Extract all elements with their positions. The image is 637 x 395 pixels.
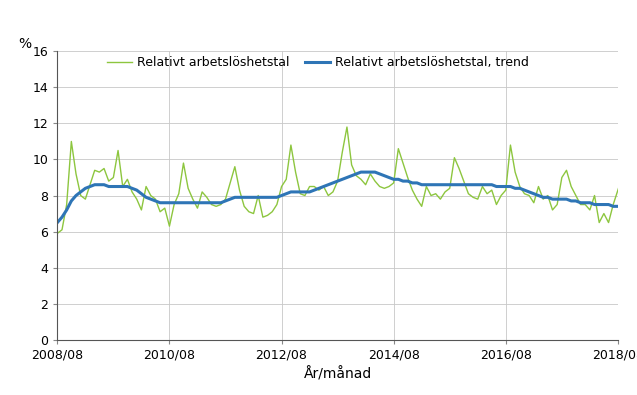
Relativt arbetslöshetstal [628,208,636,213]
X-axis label: År/månad: År/månad [303,367,372,382]
Relativt arbetslöshetstal, trend [628,204,636,209]
Relativt arbetslöshetstal, trend [306,190,313,194]
Relativt arbetslöshetstal, trend [91,182,99,187]
Relativt arbetslöshetstal, trend [390,177,397,182]
Relativt arbetslöshetstal, trend [357,170,365,175]
Relativt arbetslöshetstal, trend [54,220,61,225]
Relativt arbetslöshetstal [58,228,66,232]
Line: Relativt arbetslöshetstal: Relativt arbetslöshetstal [57,127,632,233]
Relativt arbetslöshetstal, trend [58,215,66,220]
Relativt arbetslöshetstal [222,197,229,201]
Relativt arbetslöshetstal [54,231,61,236]
Relativt arbetslöshetstal [343,125,351,130]
Relativt arbetslöshetstal [306,184,313,189]
Text: %: % [18,38,31,51]
Relativt arbetslöshetstal [390,181,397,185]
Relativt arbetslöshetstal, trend [161,200,169,205]
Line: Relativt arbetslöshetstal, trend: Relativt arbetslöshetstal, trend [57,172,632,222]
Relativt arbetslöshetstal [91,168,99,173]
Legend: Relativt arbetslöshetstal, Relativt arbetslöshetstal, trend: Relativt arbetslöshetstal, Relativt arbe… [102,51,534,74]
Relativt arbetslöshetstal [161,206,169,211]
Relativt arbetslöshetstal, trend [222,199,229,203]
